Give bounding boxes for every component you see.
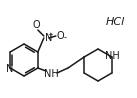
Text: -: - (63, 34, 66, 43)
Text: O: O (32, 20, 40, 30)
Text: HCl: HCl (105, 17, 125, 27)
Text: +: + (47, 32, 53, 38)
Text: NH: NH (44, 69, 58, 79)
Text: NH: NH (105, 51, 120, 61)
Text: O: O (56, 31, 64, 41)
Text: N: N (45, 33, 52, 43)
Text: N: N (6, 64, 14, 74)
